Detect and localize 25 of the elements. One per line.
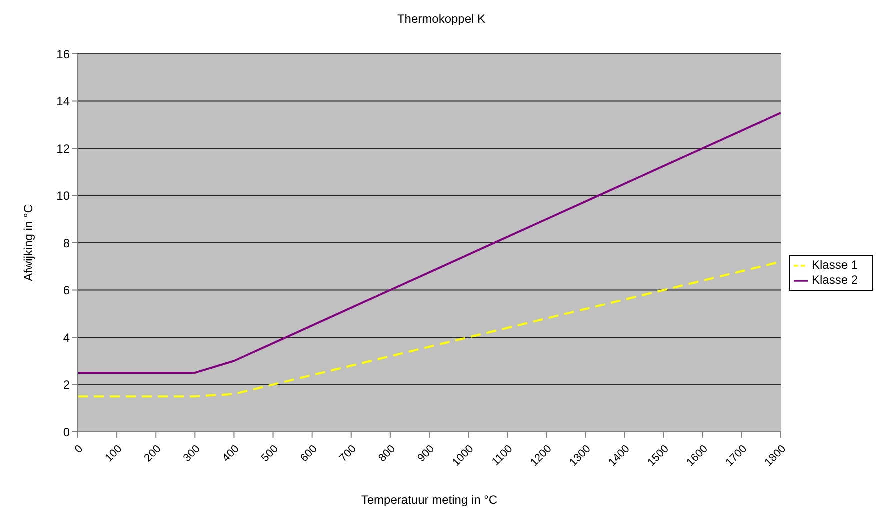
x-tick-label: 500 bbox=[259, 443, 281, 465]
x-tick-label: 800 bbox=[376, 443, 398, 465]
legend-label: Klasse 1 bbox=[812, 258, 858, 272]
x-tick-label: 0 bbox=[72, 443, 86, 456]
x-tick-label: 400 bbox=[220, 443, 242, 465]
x-tick-label: 300 bbox=[181, 443, 203, 465]
x-tick-label: 700 bbox=[338, 443, 360, 465]
y-tick-label: 14 bbox=[56, 94, 70, 109]
x-tick-label: 600 bbox=[298, 443, 320, 465]
x-tick-label: 200 bbox=[142, 443, 164, 465]
y-tick-label: 0 bbox=[63, 425, 70, 440]
y-axis-title: Afwijking in °C bbox=[21, 204, 36, 282]
y-tick-label: 4 bbox=[63, 330, 70, 345]
y-tick-label: 12 bbox=[56, 142, 70, 156]
y-tick-label: 8 bbox=[63, 236, 70, 250]
y-tick-label: 6 bbox=[63, 284, 70, 298]
legend-label: Klasse 2 bbox=[812, 273, 858, 287]
y-tick-label: 10 bbox=[56, 189, 70, 204]
x-tick-label: 100 bbox=[103, 443, 125, 465]
x-tick-label: 900 bbox=[416, 443, 438, 465]
x-axis-title: Temperatuur meting in °C bbox=[361, 493, 498, 507]
chart-title: Thermokoppel K bbox=[396, 11, 487, 28]
y-tick-label: 16 bbox=[56, 47, 70, 62]
y-tick-label: 2 bbox=[63, 378, 70, 392]
line-series bbox=[78, 112, 781, 374]
